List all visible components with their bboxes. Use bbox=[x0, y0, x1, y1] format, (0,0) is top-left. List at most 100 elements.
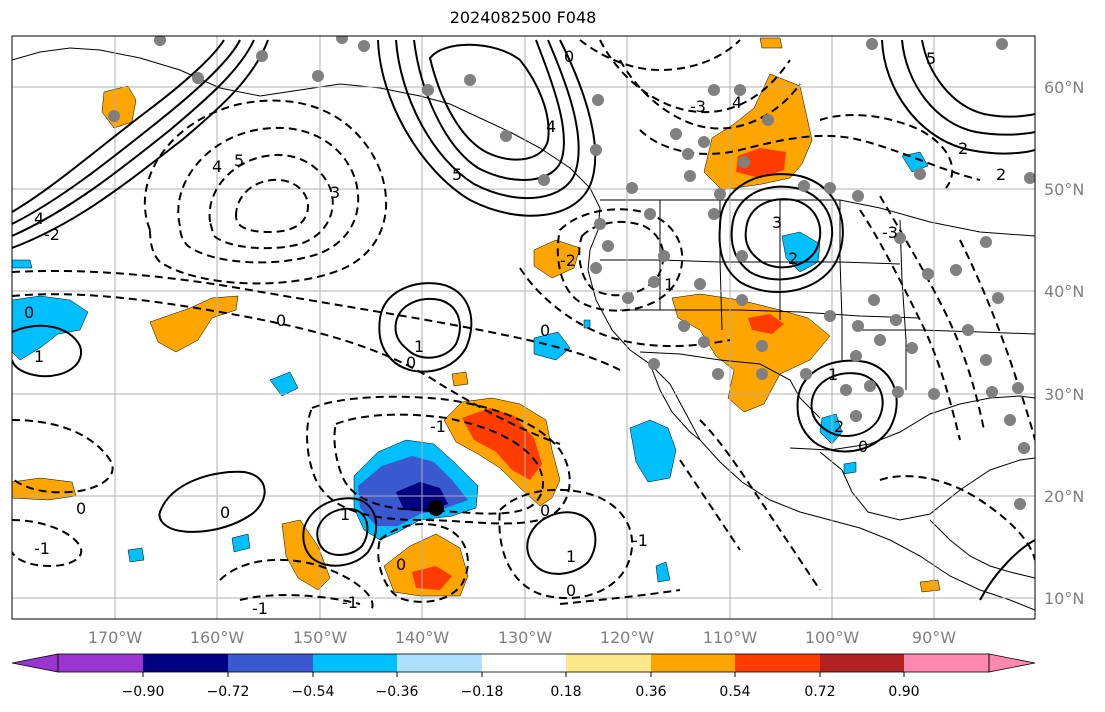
mexico-low-1 bbox=[699, 419, 821, 591]
svg-text:5: 5 bbox=[452, 165, 462, 184]
south-pacific-low-1 bbox=[219, 558, 374, 613]
alaska-coastline bbox=[12, 47, 601, 209]
state-line-4 bbox=[839, 200, 843, 360]
texas-high-1 bbox=[796, 359, 898, 453]
lat-label-50n: 50°N bbox=[1044, 180, 1084, 199]
svg-text:0: 0 bbox=[276, 311, 286, 330]
svg-text:0: 0 bbox=[406, 353, 416, 372]
lon-label-170w: 170°W bbox=[88, 628, 143, 647]
map-frame bbox=[11, 35, 1036, 620]
plains-high-1 bbox=[718, 173, 844, 294]
svg-text:-1: -1 bbox=[252, 599, 268, 618]
bering-high-1 bbox=[12, 39, 241, 225]
svg-text:3: 3 bbox=[330, 183, 340, 202]
blue-region-west-edge-2 bbox=[12, 259, 33, 269]
svg-text:1: 1 bbox=[566, 547, 576, 566]
south-pacific-low-2 bbox=[239, 594, 361, 605]
svg-text:5: 5 bbox=[234, 151, 244, 170]
blue-region-pacific-1 bbox=[269, 371, 299, 397]
hudson-high-3 bbox=[921, 39, 1035, 118]
svg-text:-3: -3 bbox=[690, 97, 706, 116]
orange-region-gulf bbox=[919, 579, 941, 593]
gulf-alaska-high-3 bbox=[413, 39, 565, 181]
longitude-labels: 170°W 160°W 150°W 140°W 130°W 120°W 110°… bbox=[88, 628, 956, 647]
svg-text:0: 0 bbox=[220, 503, 230, 522]
svg-text:2: 2 bbox=[996, 165, 1006, 184]
orange-region-hawaii-west bbox=[12, 477, 77, 501]
se-pacific-low-2 bbox=[559, 589, 681, 605]
colorbar-tick-3: −0.54 bbox=[292, 684, 335, 700]
blue-region-texas bbox=[819, 413, 843, 445]
colorbar-tick-1: −0.90 bbox=[122, 684, 165, 700]
lon-label-130w: 130°W bbox=[498, 628, 553, 647]
west-edge-high bbox=[12, 324, 83, 378]
colorbar-seg-7 bbox=[566, 654, 651, 672]
orange-region-pacific-ne bbox=[149, 295, 239, 353]
negative-contours bbox=[12, 39, 1035, 613]
colorbar-seg-8 bbox=[651, 654, 735, 672]
ne-canada-low bbox=[819, 114, 954, 189]
rockies-low-1 bbox=[556, 208, 684, 312]
svg-text:0: 0 bbox=[540, 321, 550, 340]
bering-high-2 bbox=[12, 39, 255, 237]
bering-high-4 bbox=[12, 39, 225, 213]
pacific-s-high-2 bbox=[316, 507, 369, 556]
orange-region-small-1 bbox=[451, 371, 469, 387]
central-america bbox=[929, 519, 1035, 579]
mexico-low-2 bbox=[679, 459, 741, 551]
colorbar-tick-8: 0.54 bbox=[719, 684, 750, 700]
east-us-low bbox=[959, 239, 1035, 441]
positive-contours bbox=[12, 39, 1035, 601]
colorbar-seg-3 bbox=[228, 654, 313, 672]
state-line-7 bbox=[899, 219, 907, 390]
svg-text:2: 2 bbox=[834, 417, 844, 436]
colorbar-seg-11 bbox=[904, 654, 989, 672]
latitude-labels: 60°N 50°N 40°N 30°N 20°N 10°N bbox=[1044, 78, 1084, 608]
south-pacific-low-3 bbox=[377, 523, 469, 603]
svg-text:0: 0 bbox=[24, 303, 34, 322]
se-pacific-low-1 bbox=[498, 488, 634, 600]
west-pacific-low-2 bbox=[12, 269, 621, 371]
svg-text:3: 3 bbox=[772, 213, 782, 232]
svg-text:1: 1 bbox=[34, 347, 44, 366]
lat-label-10n: 10°N bbox=[1044, 589, 1084, 608]
pacific-high-1 bbox=[378, 282, 473, 373]
colorbar-tick-2: −0.72 bbox=[207, 684, 250, 700]
state-line-5 bbox=[600, 259, 901, 265]
central-pacific-low-2 bbox=[333, 413, 544, 515]
orange-region-oregon bbox=[533, 239, 581, 279]
svg-text:4: 4 bbox=[212, 157, 222, 176]
baja-peninsula bbox=[649, 363, 701, 441]
colorbar-seg-10 bbox=[820, 654, 904, 672]
blue-region-small-2 bbox=[127, 547, 145, 563]
map-title: 2024082500 F048 bbox=[449, 8, 597, 27]
pacific-sw-high bbox=[158, 470, 266, 533]
svg-text:-1: -1 bbox=[342, 593, 358, 612]
lat-label-60n: 60°N bbox=[1044, 78, 1084, 97]
alaska-low-top bbox=[579, 39, 741, 72]
red-region-southwest-us bbox=[748, 314, 784, 334]
lon-label-120w: 120°W bbox=[600, 628, 655, 647]
pacific-wide-low bbox=[12, 293, 561, 445]
eastern-trough-2 bbox=[879, 195, 985, 431]
colorbar-seg-9 bbox=[735, 654, 820, 672]
gulf-alaska-high-4 bbox=[428, 43, 550, 161]
colorbar-tick-5: −0.18 bbox=[461, 684, 504, 700]
blue-region-west-edge bbox=[12, 295, 89, 361]
svg-text:2: 2 bbox=[788, 249, 798, 268]
canada-low-3 bbox=[639, 129, 981, 181]
lon-label-110w: 110°W bbox=[703, 628, 758, 647]
svg-text:-2: -2 bbox=[560, 251, 576, 270]
blue-region-small-4 bbox=[843, 461, 857, 475]
svg-text:-1: -1 bbox=[632, 531, 648, 550]
canada-low-2 bbox=[619, 59, 801, 130]
svg-text:2: 2 bbox=[958, 139, 968, 158]
colorbar: −0.90 −0.72 −0.54 −0.36 −0.18 0.18 0.36 … bbox=[11, 653, 1036, 700]
lat-label-20n: 20°N bbox=[1044, 487, 1084, 506]
gulf-coast bbox=[789, 395, 1035, 451]
lon-label-160w: 160°W bbox=[190, 628, 245, 647]
colorbar-seg-6 bbox=[482, 654, 566, 672]
state-line-6 bbox=[620, 309, 921, 319]
storm-center-marker bbox=[428, 500, 444, 516]
